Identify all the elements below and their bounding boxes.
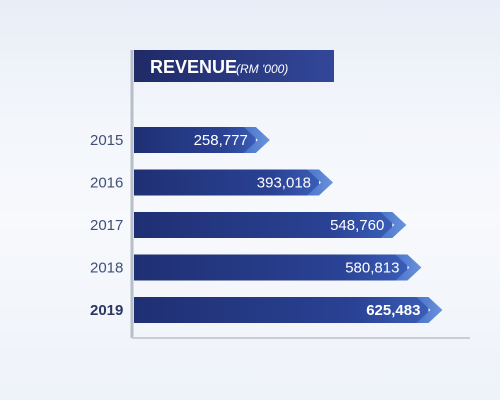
- value-label-2015: 258,777: [194, 132, 248, 149]
- bar-tip-2015: [243, 127, 270, 153]
- bar-2016: [134, 169, 320, 196]
- category-label-2015: 2015: [90, 132, 123, 149]
- category-label-2017: 2017: [90, 217, 123, 234]
- value-label-2018: 580,813: [345, 260, 399, 277]
- bar-tip-2017: [380, 212, 407, 238]
- category-label-2018: 2018: [90, 260, 123, 277]
- bars-group: 2015 258,777 2016 393,018 2017 548,760 2018 580…: [90, 127, 443, 323]
- value-label-2017: 548,760: [330, 217, 384, 234]
- bar-tip-2016: [307, 169, 334, 196]
- title-background: [134, 50, 334, 82]
- category-label-2016: 2016: [90, 175, 123, 192]
- bar-2017: [134, 212, 393, 238]
- chart-title-banner: REVENUE (RM '000): [134, 50, 334, 82]
- bar-tip-2018: [395, 254, 422, 281]
- value-label-2016: 393,018: [257, 175, 311, 192]
- bar-tip-2019: [416, 297, 443, 323]
- chart-title: REVENUE: [150, 57, 237, 77]
- category-label-2019: 2019: [90, 302, 123, 319]
- bar-2019: [134, 297, 429, 323]
- bar-2018: [134, 254, 408, 281]
- bar-2015: [134, 127, 256, 153]
- chart-unit: (RM '000): [236, 62, 288, 76]
- value-label-2019: 625,483: [366, 302, 420, 319]
